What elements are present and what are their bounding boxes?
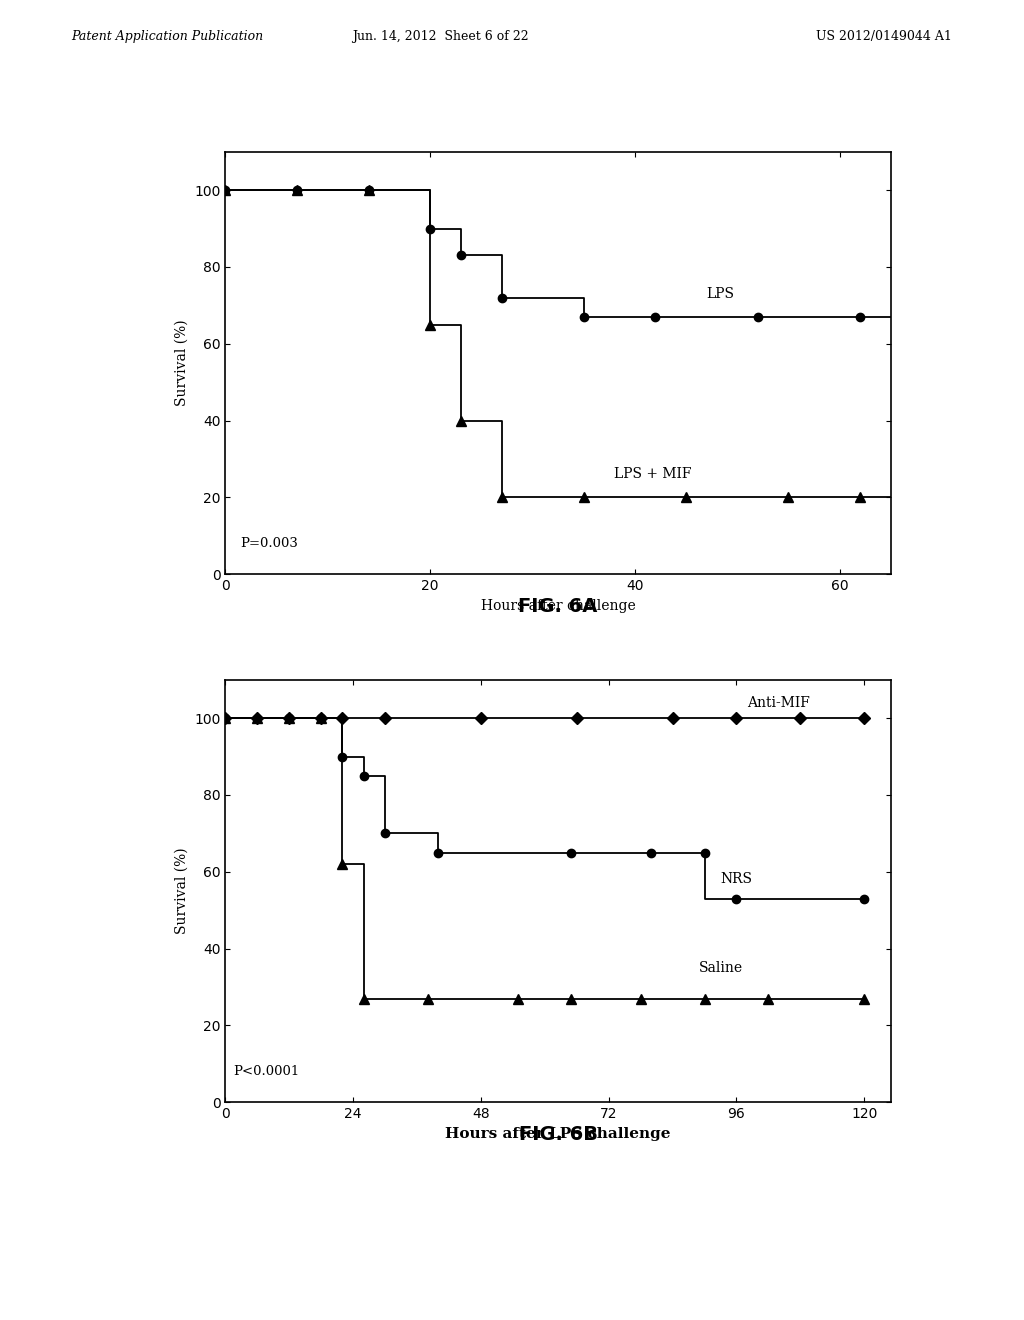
- Text: Patent Application Publication: Patent Application Publication: [72, 30, 264, 44]
- Text: US 2012/0149044 A1: US 2012/0149044 A1: [816, 30, 952, 44]
- X-axis label: Hours after challenge: Hours after challenge: [480, 598, 636, 612]
- X-axis label: Hours after LPS challenge: Hours after LPS challenge: [445, 1126, 671, 1140]
- Text: LPS + MIF: LPS + MIF: [614, 467, 692, 482]
- Text: Jun. 14, 2012  Sheet 6 of 22: Jun. 14, 2012 Sheet 6 of 22: [352, 30, 528, 44]
- Y-axis label: Survival (%): Survival (%): [174, 319, 188, 407]
- Y-axis label: Survival (%): Survival (%): [174, 847, 188, 935]
- Text: FIG. 6A: FIG. 6A: [518, 597, 598, 615]
- Text: NRS: NRS: [721, 873, 753, 887]
- Text: FIG. 6B: FIG. 6B: [518, 1125, 598, 1143]
- Text: P<0.0001: P<0.0001: [233, 1065, 299, 1078]
- Text: LPS: LPS: [707, 286, 734, 301]
- Text: Anti-MIF: Anti-MIF: [748, 696, 810, 710]
- Text: P=0.003: P=0.003: [241, 537, 299, 550]
- Text: Saline: Saline: [699, 961, 743, 974]
